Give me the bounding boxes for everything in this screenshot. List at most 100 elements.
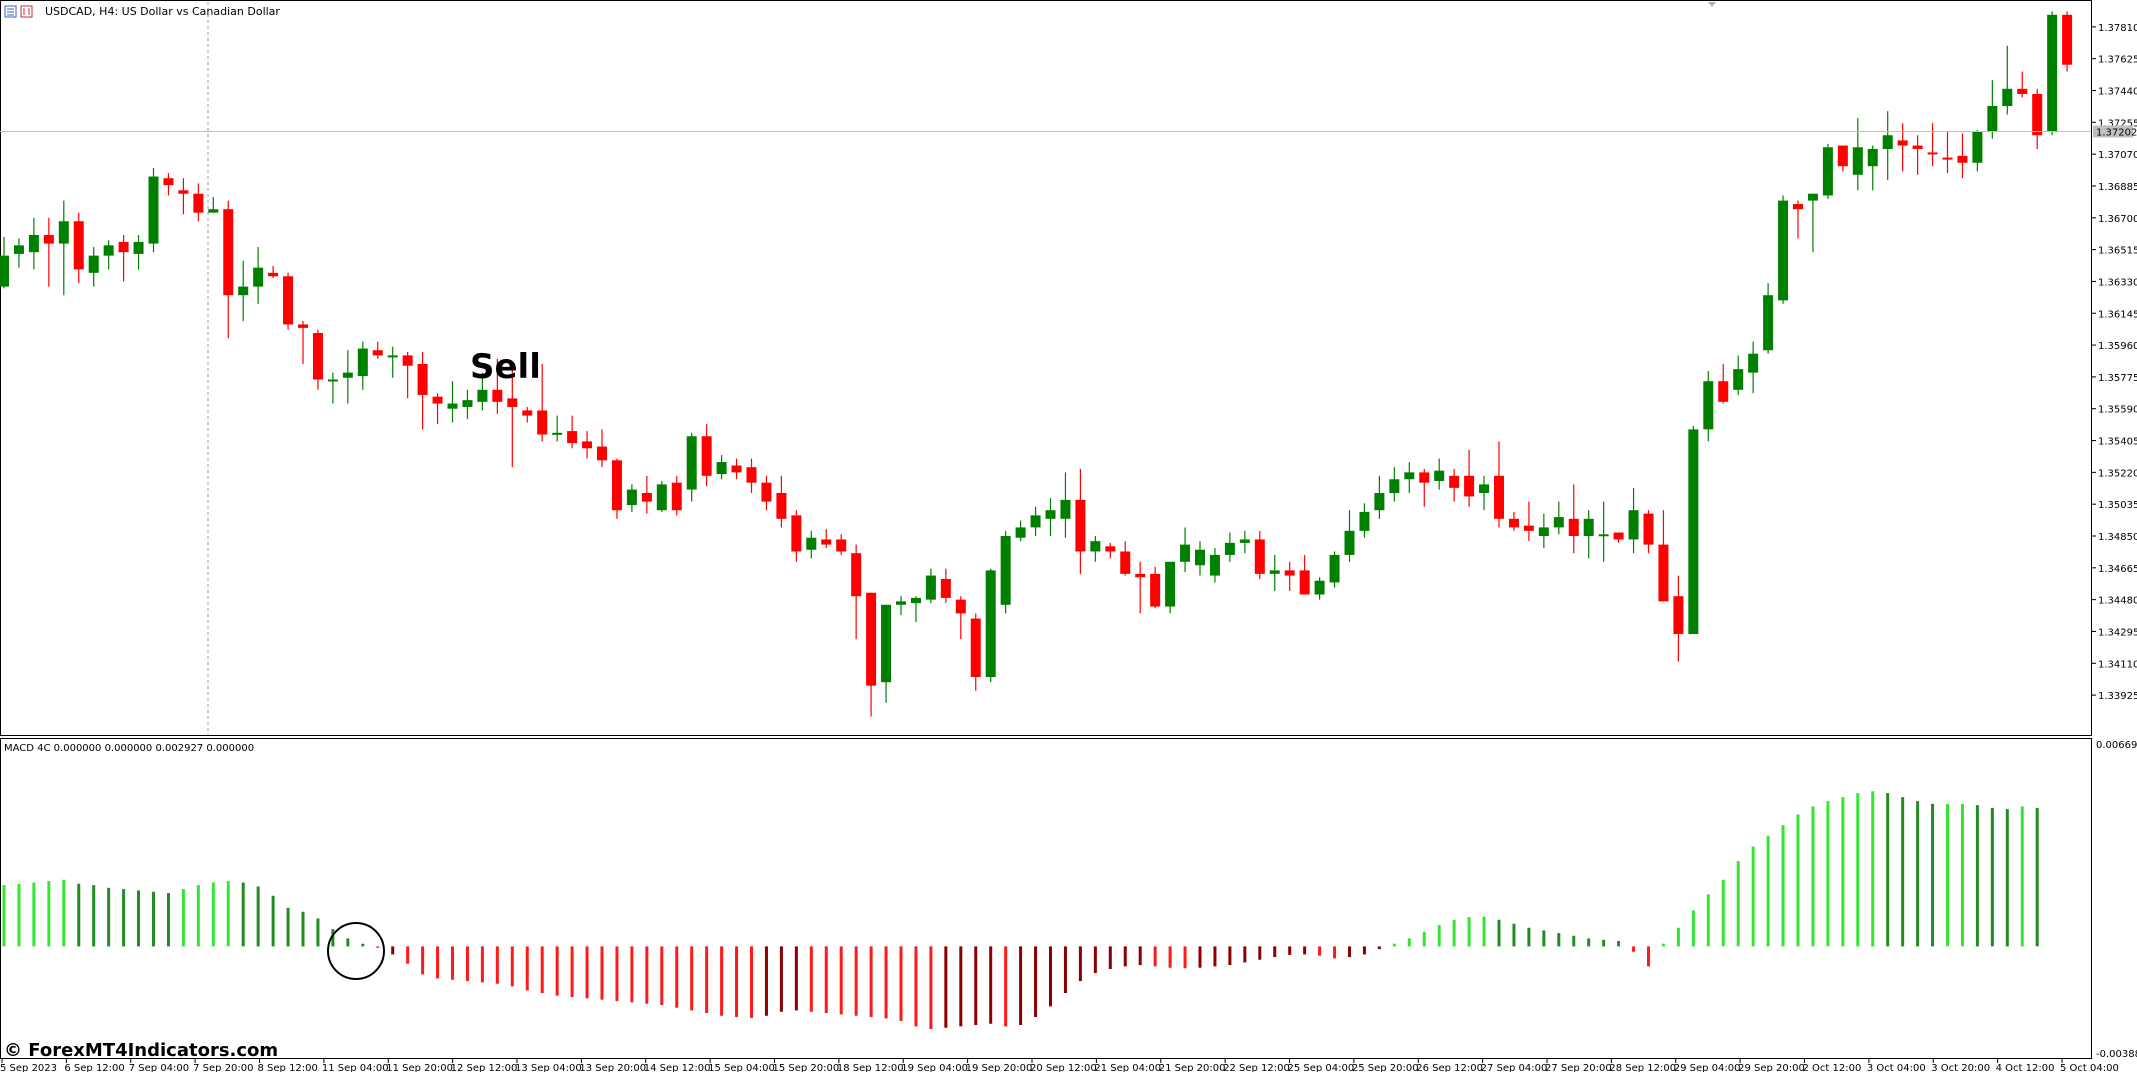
time-tick-label: 18 Sep 12:00 xyxy=(837,1063,904,1072)
candle-body xyxy=(1404,472,1415,480)
time-tick-label: 8 Sep 12:00 xyxy=(258,1063,318,1072)
candle-body xyxy=(402,355,413,366)
candle-body xyxy=(1449,475,1460,488)
crossover-circle-annotation[interactable] xyxy=(327,922,385,980)
candle-body xyxy=(582,441,593,449)
candle-body xyxy=(776,493,787,519)
price-tick-label: 1.37440 xyxy=(2098,87,2137,98)
candle-body xyxy=(1942,157,1953,160)
candle-body xyxy=(58,221,69,244)
macd-histogram-series xyxy=(2,791,2039,1030)
price-tick-label: 1.36330 xyxy=(2098,277,2137,288)
candle-body xyxy=(342,372,353,378)
candle-body xyxy=(821,539,832,545)
candle-body xyxy=(178,190,189,194)
time-tick-label: 11 Sep 04:00 xyxy=(322,1063,389,1072)
time-tick-label: 25 Sep 20:00 xyxy=(1352,1063,1419,1072)
watermark-text: © ForexMT4Indicators.com xyxy=(4,1040,279,1061)
candle-body xyxy=(985,570,996,678)
time-tick-label: 29 Sep 04:00 xyxy=(1674,1063,1741,1072)
price-tick-label: 1.35775 xyxy=(2098,373,2137,384)
candle-body xyxy=(1464,475,1475,497)
time-tick-label: 27 Sep 04:00 xyxy=(1481,1063,1548,1072)
indicator-label[interactable]: MACD 4C 0.000000 0.000000 0.002927 0.000… xyxy=(4,743,254,754)
price-tick-label: 1.35405 xyxy=(2098,437,2137,448)
candle-body xyxy=(163,178,174,186)
candle-body xyxy=(1494,475,1504,519)
candle-body xyxy=(597,446,607,461)
candle-body xyxy=(2017,88,2028,94)
candle-body xyxy=(1135,573,1146,578)
candle-body xyxy=(1195,549,1205,566)
candle-body xyxy=(1060,499,1071,519)
candle-body xyxy=(671,482,682,511)
indicator-min-label: -0.003887 xyxy=(2096,1049,2137,1060)
price-tick-label: 1.35035 xyxy=(2098,500,2137,511)
price-tick-label: 1.36885 xyxy=(2098,182,2137,193)
time-tick-label: 26 Sep 12:00 xyxy=(1416,1063,1483,1072)
time-tick-label: 20 Sep 12:00 xyxy=(1030,1063,1097,1072)
time-tick-label: 4 Oct 12:00 xyxy=(1996,1063,2055,1072)
candle-body xyxy=(611,460,622,511)
candle-body xyxy=(866,592,877,686)
candle-body xyxy=(910,597,921,604)
candle-body xyxy=(567,431,578,444)
candle-body xyxy=(1852,147,1863,175)
candle-body xyxy=(1613,532,1624,540)
time-tick-label: 15 Sep 04:00 xyxy=(708,1063,775,1072)
candle-body xyxy=(1763,295,1774,351)
candle-body xyxy=(1045,510,1056,519)
candle-body xyxy=(1927,152,1938,155)
price-tick-label: 1.36700 xyxy=(2098,214,2137,225)
candle-body xyxy=(686,436,697,490)
candle-body xyxy=(238,286,249,296)
price-axis-ticks: 1.37810 1.37625 1.37440 1.37255 1.37070 1.368… xyxy=(2091,23,2137,702)
candle-body xyxy=(312,333,323,380)
candle-body xyxy=(208,209,219,213)
chart-menu-icon[interactable] xyxy=(4,5,17,18)
candle-body xyxy=(731,465,742,473)
candle-body xyxy=(1224,542,1235,555)
shift-marker-icon[interactable] xyxy=(1708,2,1716,7)
candle-body xyxy=(118,241,129,253)
candle-body xyxy=(2002,88,2013,106)
time-tick-label: 5 Oct 04:00 xyxy=(2060,1063,2119,1072)
candle-body xyxy=(1389,479,1400,493)
candle-body xyxy=(1239,539,1250,543)
candle-body xyxy=(13,245,24,254)
time-tick-label: 12 Sep 12:00 xyxy=(451,1063,518,1072)
candle-body xyxy=(1344,530,1355,555)
candle-body xyxy=(1254,539,1265,574)
time-tick-label: 15 Sep 20:00 xyxy=(773,1063,840,1072)
sell-annotation-label[interactable]: Sell xyxy=(470,347,541,387)
candle-body xyxy=(0,255,9,287)
chart-symbol-title: USDCAD, H4: US Dollar vs Canadian Dollar xyxy=(45,5,280,18)
candle-body xyxy=(1688,429,1699,635)
candle-body xyxy=(881,604,892,683)
candle-body xyxy=(327,379,338,382)
candle-body xyxy=(298,324,308,328)
candle-body xyxy=(1015,527,1026,538)
candle-body xyxy=(1987,106,1998,132)
price-tick-label: 1.37070 xyxy=(2098,150,2137,161)
candle-body xyxy=(1030,515,1041,528)
candle-body xyxy=(103,245,114,256)
candle-body xyxy=(223,209,234,296)
candle-body xyxy=(2047,14,2058,132)
current-price-label: 1.37202 xyxy=(2096,127,2137,138)
time-tick-label: 13 Sep 20:00 xyxy=(579,1063,646,1072)
candle-body xyxy=(1284,570,1295,576)
candle-body xyxy=(43,235,54,244)
candle-body xyxy=(656,484,667,511)
indicator-panel[interactable] xyxy=(0,738,2092,1059)
price-tick-label: 1.34850 xyxy=(2098,532,2137,543)
candle-body xyxy=(462,400,473,407)
price-panel[interactable] xyxy=(0,0,2092,736)
candle-body xyxy=(552,432,563,435)
symbol-properties-icon[interactable] xyxy=(20,5,33,18)
candle-body xyxy=(1359,511,1370,531)
candle-body xyxy=(1778,200,1789,301)
candle-body xyxy=(970,618,981,678)
